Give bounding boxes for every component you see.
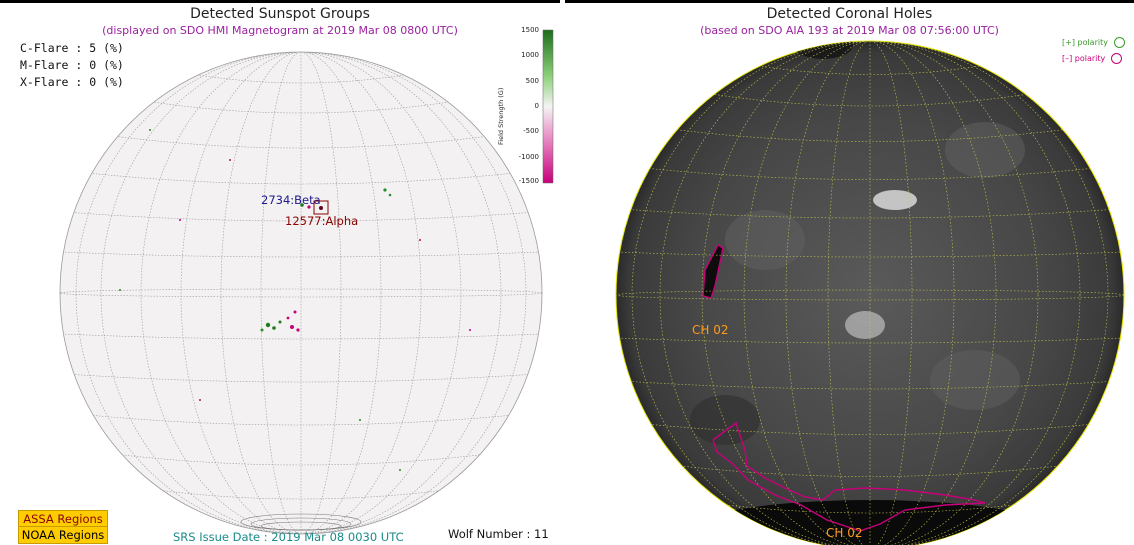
magnetogram-disk	[59, 29, 554, 535]
m-flare-probability: M-Flare : 0 (%)	[20, 58, 124, 72]
heliographic-grid	[60, 52, 542, 534]
coronal-features	[690, 41, 1050, 545]
positive-polarity-label: [+] polarity	[1062, 38, 1108, 47]
srs-issue-date: SRS Issue Date : 2019 Mar 08 0030 UTC	[173, 530, 404, 544]
coronal-hole-contour-2	[712, 421, 986, 532]
heliographic-grid	[616, 41, 1124, 545]
coronal-hole-label: CH 02	[826, 526, 863, 540]
wolf-number: Wolf Number : 11	[448, 527, 549, 541]
sunspot-title: Detected Sunspot Groups	[190, 6, 370, 22]
flare-probabilities: C-Flare : 5 (%) M-Flare : 0 (%) X-Flare …	[20, 40, 124, 91]
circle-icon	[1111, 53, 1123, 64]
magnetic-features	[119, 129, 471, 471]
circle-icon	[1113, 37, 1125, 48]
c-flare-probability: C-Flare : 5 (%)	[20, 41, 124, 55]
region-2734-label: 2734:Beta	[261, 193, 321, 207]
colorbar-tick: 1000	[521, 51, 539, 59]
colorbar-tick: -500	[523, 127, 539, 135]
sunspot-panel: Detected Sunspot Groups (displayed on SD…	[0, 0, 560, 545]
colorbar-tick: 0	[534, 102, 539, 110]
x-flare-probability: X-Flare : 0 (%)	[20, 75, 124, 89]
top-border	[565, 0, 1134, 3]
negative-polarity-label: [–] polarity	[1062, 54, 1106, 63]
noaa-regions-legend: NOAA Regions	[18, 526, 108, 544]
coronal-holes-subtitle: (based on SDO AIA 193 at 2019 Mar 08 07:…	[700, 24, 999, 37]
top-border	[0, 0, 560, 3]
positive-polarity-legend: [+] polarity	[1062, 37, 1125, 48]
region-12577-box	[313, 200, 329, 215]
field-strength-colorbar	[542, 29, 554, 184]
colorbar-tick: -1000	[518, 153, 539, 161]
colorbar-tick: 1500	[521, 26, 539, 34]
sunspot-subtitle: (displayed on SDO HMI Magnetogram at 201…	[102, 24, 458, 37]
south-pole-marker	[240, 513, 362, 531]
colorbar-label: Field Strength (G)	[497, 87, 505, 145]
aia-193-disk	[615, 40, 1125, 545]
coronal-hole-label: CH 02	[692, 323, 729, 337]
region-12577-label: 12577:Alpha	[285, 214, 359, 228]
coronal-holes-title: Detected Coronal Holes	[766, 6, 933, 22]
coronal-hole-contour-1	[702, 244, 724, 299]
coronal-holes-panel: Detected Coronal Holes (based on SDO AIA…	[565, 0, 1134, 545]
colorbar-tick: -1500	[518, 177, 539, 185]
negative-polarity-legend: [–] polarity	[1062, 53, 1123, 64]
colorbar-tick: 500	[525, 77, 539, 85]
